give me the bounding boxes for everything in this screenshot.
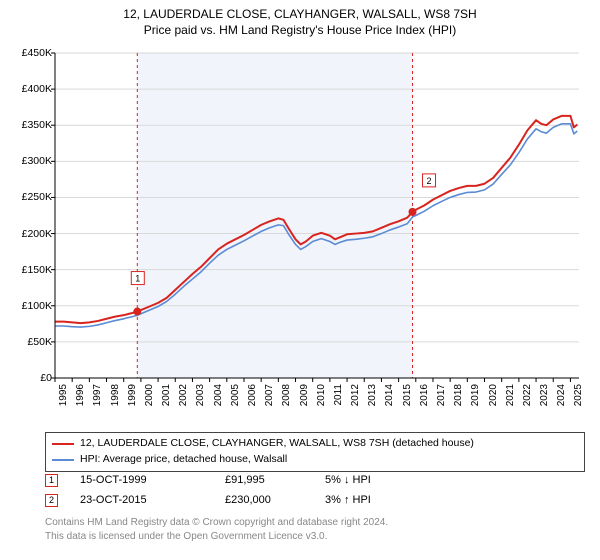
x-tick-label: 1995 [58,384,69,406]
event-row: 1 15-OCT-1999£91,9955% ↓ HPI [45,470,585,490]
event-delta: 5% ↓ HPI [325,474,371,486]
legend-label: 12, LAUDERDALE CLOSE, CLAYHANGER, WALSAL… [80,436,474,452]
x-tick-label: 1999 [127,384,138,406]
event-marker-box: 2 [45,494,58,507]
x-tick-label: 2014 [384,384,395,406]
x-tick-label: 2018 [453,384,464,406]
x-tick-label: 2016 [419,384,430,406]
line-chart: 12 [45,48,585,418]
event-delta: 3% ↑ HPI [325,494,371,506]
event-date: 15-OCT-1999 [80,474,225,486]
x-tick-label: 2021 [505,384,516,406]
y-tick-label: £350K [22,119,52,131]
legend: 12, LAUDERDALE CLOSE, CLAYHANGER, WALSAL… [45,432,585,472]
legend-swatch [52,443,74,445]
x-tick-label: 2003 [195,384,206,406]
x-tick-label: 2020 [488,384,499,406]
x-tick-label: 1996 [75,384,86,406]
x-tick-label: 2005 [230,384,241,406]
x-tick-label: 2009 [299,384,310,406]
event-price: £91,995 [225,474,325,486]
x-tick-label: 2001 [161,384,172,406]
event-table: 1 15-OCT-1999£91,9955% ↓ HPI 2 23-OCT-2015£… [45,470,585,510]
y-tick-label: £400K [22,83,52,95]
x-tick-label: 2002 [178,384,189,406]
x-tick-label: 2025 [573,384,584,406]
x-tick-label: 2012 [350,384,361,406]
footer-attribution: Contains HM Land Registry data © Crown c… [45,516,585,543]
y-tick-label: £200K [22,228,52,240]
y-tick-label: £450K [22,47,52,59]
x-tick-label: 2023 [539,384,550,406]
x-tick-label: 2007 [264,384,275,406]
event-date: 23-OCT-2015 [80,494,225,506]
x-tick-label: 2017 [436,384,447,406]
event-marker-box: 1 [45,474,58,487]
x-tick-label: 2011 [333,384,344,406]
legend-item: 12, LAUDERDALE CLOSE, CLAYHANGER, WALSAL… [52,436,578,452]
y-tick-label: £0 [40,372,52,384]
legend-label: HPI: Average price, detached house, Wals… [80,452,287,468]
x-tick-label: 1998 [110,384,121,406]
x-tick-label: 2000 [144,384,155,406]
event-price: £230,000 [225,494,325,506]
footer-line2: This data is licensed under the Open Gov… [45,530,585,544]
x-tick-label: 2010 [316,384,327,406]
title-line2: Price paid vs. HM Land Registry's House … [0,22,600,38]
y-tick-label: £150K [22,264,52,276]
svg-text:2: 2 [427,176,432,186]
x-tick-label: 2006 [247,384,258,406]
x-tick-label: 2024 [556,384,567,406]
y-tick-label: £100K [22,300,52,312]
y-tick-label: £50K [27,336,52,348]
chart-title: 12, LAUDERDALE CLOSE, CLAYHANGER, WALSAL… [0,0,600,38]
footer-line1: Contains HM Land Registry data © Crown c… [45,516,585,530]
legend-item: HPI: Average price, detached house, Wals… [52,452,578,468]
title-line1: 12, LAUDERDALE CLOSE, CLAYHANGER, WALSAL… [0,6,600,22]
legend-swatch [52,459,74,461]
y-tick-label: £300K [22,155,52,167]
svg-text:1: 1 [135,274,140,284]
x-tick-label: 2019 [470,384,481,406]
x-tick-label: 1997 [92,384,103,406]
x-tick-label: 2015 [402,384,413,406]
x-tick-label: 2022 [522,384,533,406]
event-row: 2 23-OCT-2015£230,0003% ↑ HPI [45,490,585,510]
x-tick-label: 2008 [281,384,292,406]
x-tick-label: 2013 [367,384,378,406]
y-tick-label: £250K [22,191,52,203]
chart-area: 12 [45,48,585,418]
x-tick-label: 2004 [213,384,224,406]
